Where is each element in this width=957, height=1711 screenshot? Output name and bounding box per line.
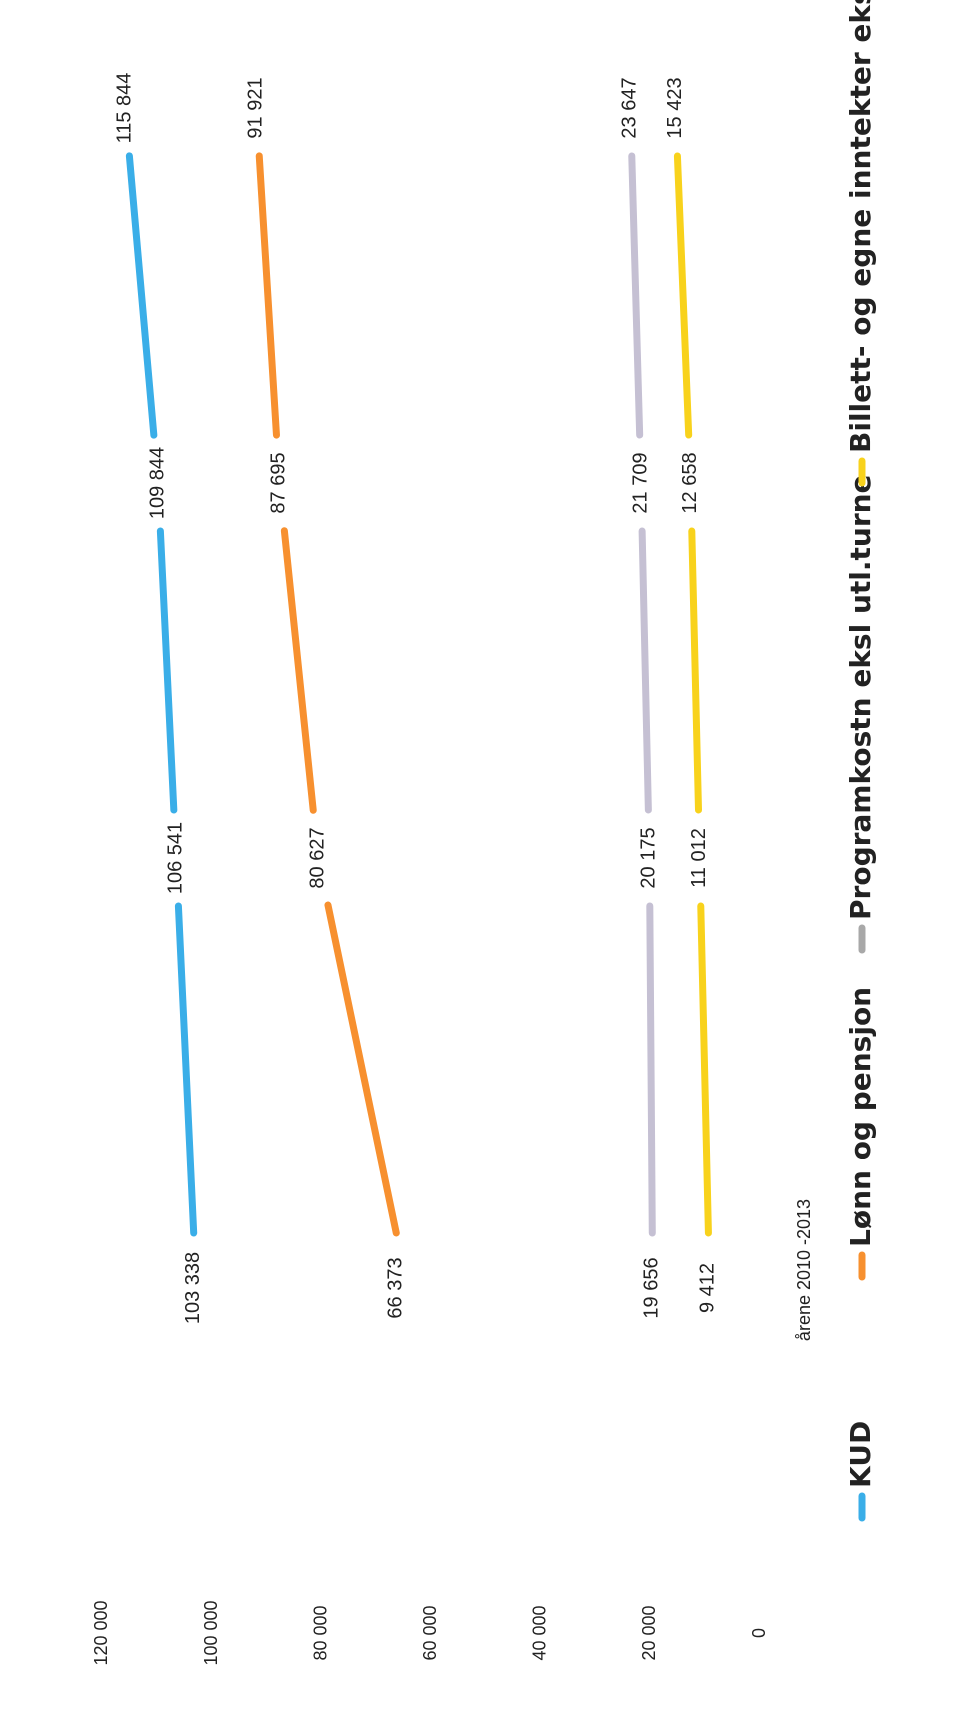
data-label: 11 012 <box>688 828 710 888</box>
series-line-segment <box>628 152 644 439</box>
legend-label: Programkostn eksl utl.turne <box>844 474 877 920</box>
data-label: 9 412 <box>697 1263 719 1313</box>
x-axis-label-group: årene 2010 -2013 <box>794 1199 814 1341</box>
y-tick-label: 60 000 <box>420 1605 440 1660</box>
series-line-segment <box>125 152 158 439</box>
y-tick-label: 80 000 <box>310 1605 330 1660</box>
series-line-segment <box>280 527 317 814</box>
series-line-segment <box>156 527 178 814</box>
data-label: 80 627 <box>306 827 328 888</box>
y-tick-label: 20 000 <box>639 1605 659 1660</box>
data-label: 91 921 <box>245 77 267 138</box>
legend-label: KUD <box>844 1421 877 1488</box>
y-tick-label: 0 <box>749 1628 769 1638</box>
series-line-segment <box>673 152 693 439</box>
data-label: 15 423 <box>664 77 686 138</box>
y-axis-ticks: 0 20 000 40 000 60 000 80 000 100 000 120 000 1… <box>0 1600 769 1665</box>
data-label: 109 844 <box>146 447 168 519</box>
data-label: 19 656 <box>641 1257 663 1318</box>
series-line-segment <box>255 152 280 439</box>
series-line-segment <box>646 902 656 1237</box>
data-label: 12 658 <box>679 452 701 513</box>
y-tick-label: 40 000 <box>530 1605 550 1660</box>
y-tick-label: 120 000 <box>91 1600 111 1665</box>
series-line-segment <box>324 901 400 1237</box>
x-axis-label: årene 2010 -2013 <box>794 1199 814 1341</box>
legend: KUD Lønn og pensjon Programkostn eksl utl.… <box>844 0 877 1522</box>
series-lines <box>125 152 712 1237</box>
series-line-segment <box>697 902 712 1237</box>
legend-label: Lønn og pensjon <box>844 987 877 1247</box>
y-tick-label: 140 000 <box>0 1600 2 1665</box>
series-line-segment <box>688 527 702 814</box>
data-label: 23 647 <box>619 77 641 138</box>
data-label: 66 373 <box>385 1257 407 1318</box>
data-label: 21 709 <box>629 452 651 513</box>
series-line-segment <box>638 527 652 814</box>
data-label: 106 541 <box>164 822 186 894</box>
data-label: 115 844 <box>113 73 135 144</box>
data-labels: 103 338 106 541 109 844 115 844 66 373 80 627… <box>113 73 718 1325</box>
series-line-segment <box>174 902 198 1237</box>
data-label: 103 338 <box>182 1252 204 1324</box>
data-label: 20 175 <box>638 827 660 888</box>
legend-label: Billett- og egne inntekter eksl turne <box>844 0 877 453</box>
data-label: 87 695 <box>268 452 290 513</box>
y-tick-label: 100 000 <box>201 1600 221 1665</box>
